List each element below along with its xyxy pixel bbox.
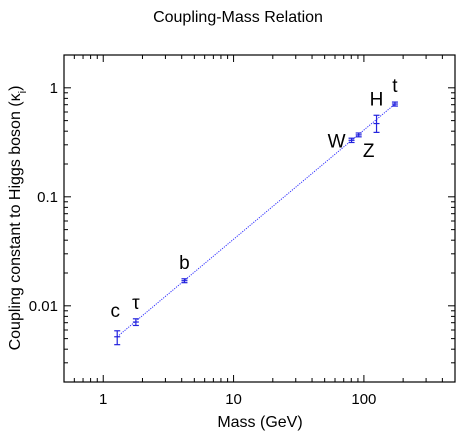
point-label: W xyxy=(328,131,346,152)
x-axis-ticks: 1 10 100 xyxy=(63,55,456,408)
point-label: t xyxy=(392,76,398,97)
y-axis-label-main: Coupling constant to Higgs boson (κ xyxy=(7,92,24,350)
point-label: H xyxy=(370,89,384,110)
data-points-layer: c τ b W Z Ht xyxy=(110,76,398,346)
y-tick-label: 0.01 xyxy=(29,298,58,315)
point-label: τ xyxy=(132,293,140,314)
y-tick-label: 1 xyxy=(50,80,58,97)
y-axis-label-close: ) xyxy=(7,86,24,91)
data-point-c: c xyxy=(110,301,121,346)
data-point-H: H xyxy=(370,89,384,133)
y-axis-ticks: 0.01 0.1 1 xyxy=(29,54,455,383)
plot-frame xyxy=(63,54,456,383)
y-axis-label-subscript: i xyxy=(17,91,29,93)
point-label: c xyxy=(110,301,120,322)
x-axis-label: Mass (GeV) xyxy=(217,414,302,431)
data-point-b: b xyxy=(179,253,190,284)
data-point-τ: τ xyxy=(132,293,140,327)
data-point-t: t xyxy=(391,76,398,107)
chart-title: Coupling-Mass Relation xyxy=(153,9,323,26)
fit-line-layer xyxy=(116,103,396,338)
y-tick-label: 0.1 xyxy=(37,189,58,206)
x-tick-label: 100 xyxy=(351,391,376,408)
point-label: b xyxy=(179,253,190,274)
data-point-Z: Z xyxy=(355,132,375,162)
x-tick-label: 10 xyxy=(225,391,242,408)
point-label: Z xyxy=(363,141,375,162)
fit-line xyxy=(116,103,396,338)
x-tick-label: 1 xyxy=(99,391,107,408)
y-axis-label: Coupling constant to Higgs boson (κi) xyxy=(7,86,29,351)
data-point-W: W xyxy=(328,131,355,152)
